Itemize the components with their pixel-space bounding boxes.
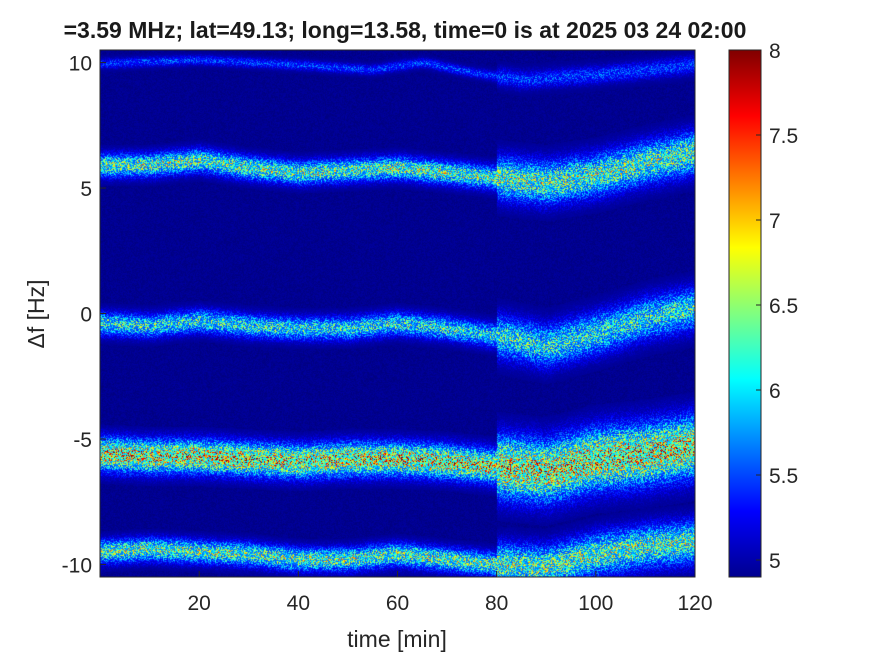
heatmap-canvas bbox=[100, 50, 695, 577]
y-tick-label: 0 bbox=[80, 304, 92, 327]
y-tick-label: 10 bbox=[69, 53, 92, 76]
chart-title: =3.59 MHz; lat=49.13; long=13.58, time=0… bbox=[64, 17, 747, 43]
colorbar-tick-label: 5.5 bbox=[769, 465, 798, 488]
colorbar-tick-label: 7 bbox=[769, 210, 781, 233]
x-tick-label: 80 bbox=[485, 592, 508, 615]
colorbar-tick-label: 8 bbox=[769, 40, 781, 63]
colorbar-ticks: 5 5.5 6 6.5 7 7.5 8 bbox=[756, 40, 798, 573]
x-tick-label: 120 bbox=[677, 592, 712, 615]
y-tick-label: -10 bbox=[62, 554, 92, 577]
y-axis-label: Δf [Hz] bbox=[23, 279, 49, 348]
y-tick-label: 5 bbox=[80, 178, 92, 201]
colorbar bbox=[728, 49, 762, 578]
colorbar-tick-label: 6 bbox=[769, 380, 781, 403]
x-axis-ticks: 20 40 60 80 100 120 bbox=[187, 571, 713, 615]
x-tick-label: 60 bbox=[386, 592, 409, 615]
colorbar-tick-label: 7.5 bbox=[769, 125, 798, 148]
colorbar-tick-label: 6.5 bbox=[769, 295, 798, 318]
y-tick-label: -5 bbox=[73, 429, 92, 452]
y-axis-ticks: -10 -5 0 5 10 bbox=[62, 53, 106, 577]
x-tick-label: 20 bbox=[187, 592, 210, 615]
x-tick-label: 100 bbox=[578, 592, 613, 615]
x-tick-label: 40 bbox=[287, 592, 310, 615]
x-axis-label: time [min] bbox=[347, 626, 447, 652]
colorbar-tick-label: 5 bbox=[769, 550, 781, 573]
